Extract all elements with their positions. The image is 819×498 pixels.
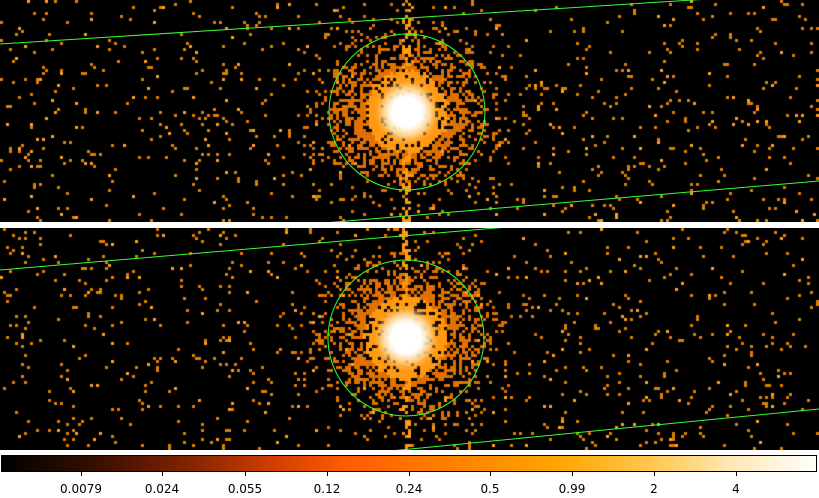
colorbar-tick-label: 0.024	[144, 482, 180, 496]
colorbar-tick-label: 0.99	[558, 482, 586, 496]
colorbar-tick	[327, 472, 328, 476]
colorbar-tick-label: 0.5	[480, 482, 500, 496]
colorbar-gradient[interactable]	[1, 455, 817, 472]
colorbar-tick	[736, 472, 737, 476]
detector-edge-line[interactable]	[300, 180, 819, 222]
colorbar: 0.0079 0.024 0.055 0.12 0.24 0.5 0.99 2 4	[0, 454, 819, 498]
image-panel-top[interactable]	[0, 0, 819, 222]
colorbar-tick	[572, 472, 573, 476]
detector-edge-line[interactable]	[380, 408, 819, 450]
colorbar-tick-label: 0.0079	[60, 482, 102, 496]
detector-edge-line[interactable]	[0, 228, 520, 271]
colorbar-tick	[81, 472, 82, 476]
image-panel-bottom[interactable]	[0, 228, 819, 450]
colorbar-tick-label: 2	[650, 482, 658, 496]
source-region-circle[interactable]	[327, 259, 485, 417]
xray-image-top[interactable]	[0, 0, 819, 222]
colorbar-tick	[245, 472, 246, 476]
region-overlay-bottom	[0, 228, 819, 450]
colorbar-tick	[654, 472, 655, 476]
colorbar-tick-label: 0.12	[313, 482, 341, 496]
colorbar-tick-label: 0.24	[395, 482, 423, 496]
colorbar-tick-label: 4	[732, 482, 740, 496]
colorbar-tick	[409, 472, 410, 476]
colorbar-tick-label: 0.055	[227, 482, 263, 496]
colorbar-tick	[490, 472, 491, 476]
colorbar-tick	[162, 472, 163, 476]
xray-image-bottom[interactable]	[0, 228, 819, 450]
detector-edge-line[interactable]	[0, 0, 819, 45]
region-overlay-top	[0, 0, 819, 222]
source-region-circle[interactable]	[328, 33, 486, 191]
